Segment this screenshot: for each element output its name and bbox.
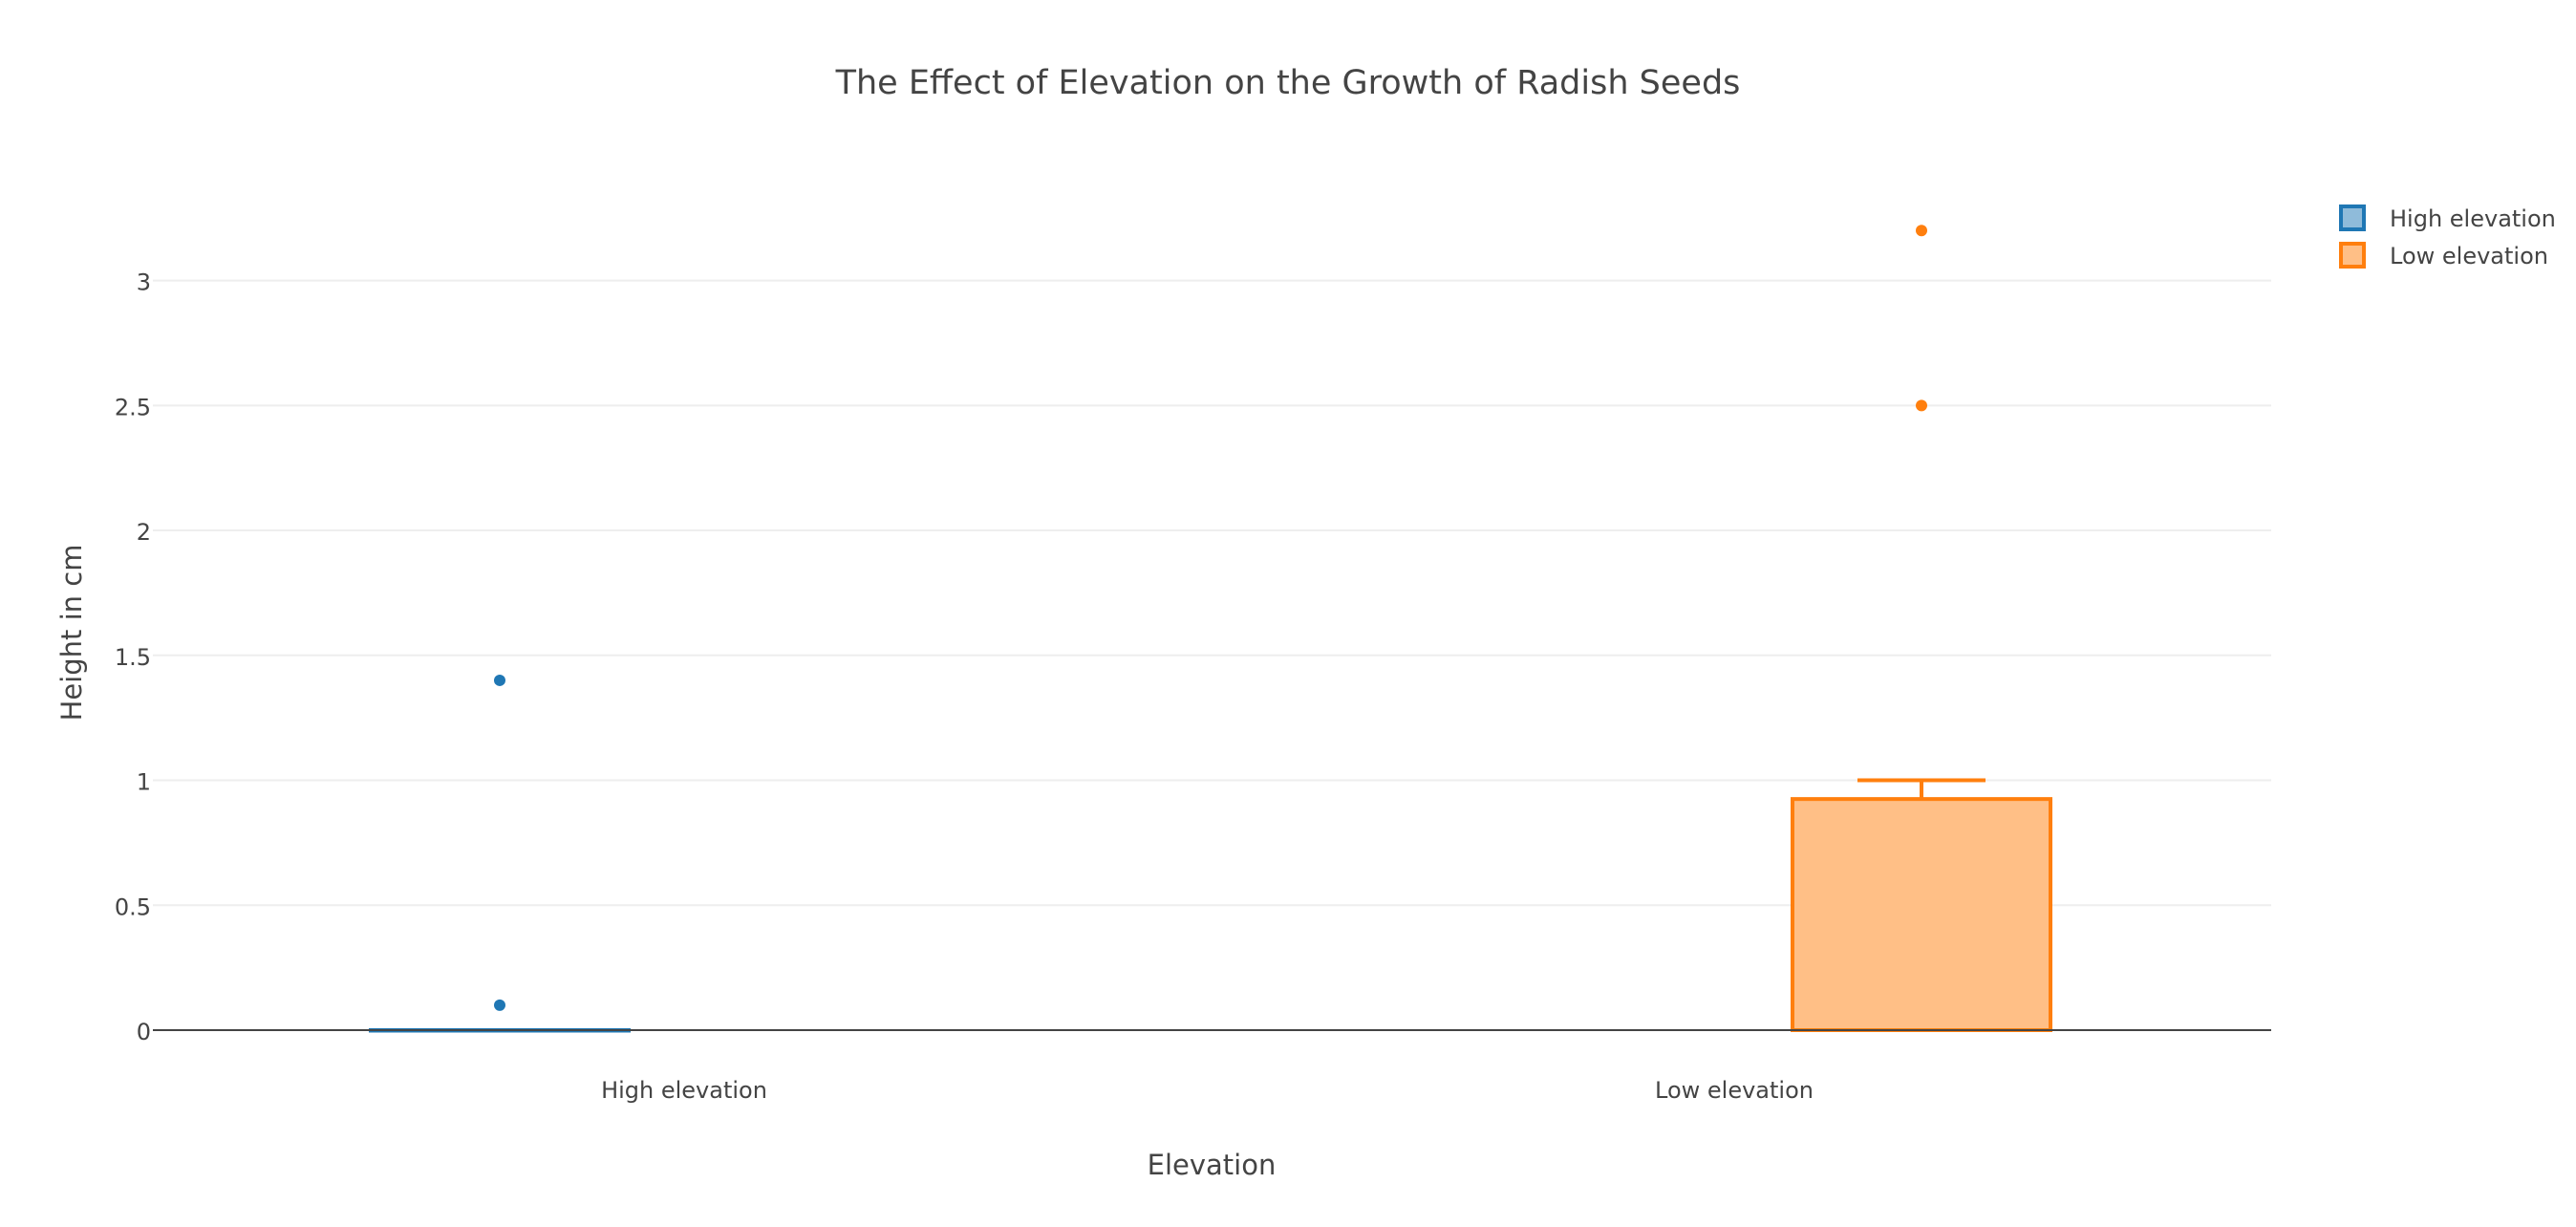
x-axis-title: Elevation bbox=[1148, 1149, 1277, 1181]
box-trace bbox=[369, 674, 631, 1033]
chart-title: The Effect of Elevation on the Growth of… bbox=[835, 64, 1741, 102]
outlier-point bbox=[494, 674, 505, 686]
box-iqr bbox=[1791, 797, 2052, 1032]
legend-label: High elevation bbox=[2390, 205, 2556, 232]
y-tick-label: 1.5 bbox=[115, 644, 151, 671]
y-tick-label: 0.5 bbox=[115, 893, 151, 920]
y-tick-label: 1 bbox=[137, 769, 151, 796]
y-axis-title: Height in cm bbox=[55, 545, 88, 721]
y-tick-label: 0 bbox=[137, 1019, 151, 1045]
outlier-point bbox=[494, 999, 505, 1011]
y-tick-label: 3 bbox=[137, 269, 151, 296]
box-traces bbox=[369, 225, 2052, 1033]
x-tick-label: High elevation bbox=[601, 1077, 767, 1104]
outlier-point bbox=[1916, 225, 1927, 237]
box-trace bbox=[1791, 225, 2052, 1032]
x-tick-label: Low elevation bbox=[1655, 1077, 1814, 1104]
legend-item[interactable]: High elevation bbox=[2339, 204, 2556, 232]
y-tick-label: 2.5 bbox=[115, 394, 151, 420]
legend-swatch bbox=[2339, 204, 2366, 231]
y-tick-label: 2 bbox=[137, 519, 151, 546]
legend: High elevation Low elevation bbox=[2339, 204, 2556, 269]
outlier-point bbox=[1916, 399, 1927, 412]
legend-label: Low elevation bbox=[2390, 243, 2548, 269]
axes: 0 0.5 1 1.5 2 2.5 3 High elevation Low elevation bbox=[115, 269, 2271, 1104]
legend-item[interactable]: Low elevation bbox=[2339, 242, 2548, 269]
legend-swatch bbox=[2339, 242, 2366, 269]
